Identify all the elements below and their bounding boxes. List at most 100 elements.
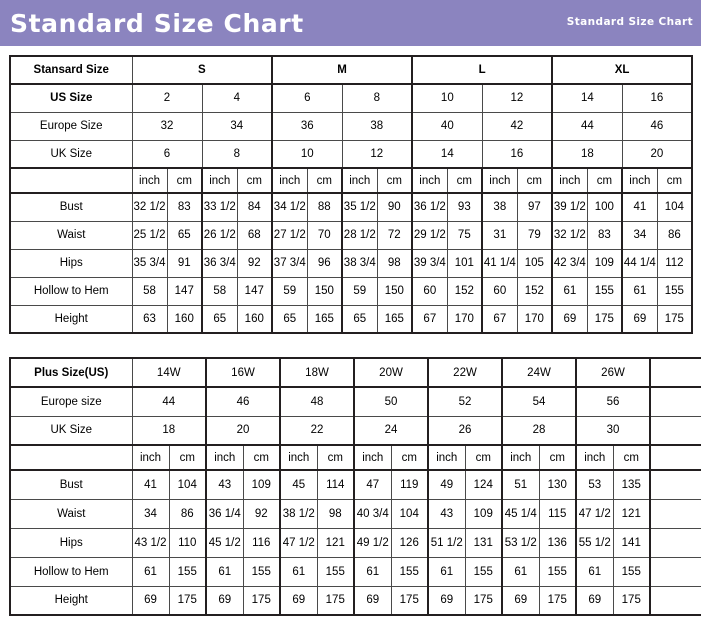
size-group-header: XL: [551, 55, 693, 85]
measure-value: 32 1/2: [131, 192, 168, 222]
row-label: Hollow to Hem: [9, 556, 133, 587]
size-value: 56: [575, 386, 651, 417]
measure-value: 58: [201, 276, 238, 306]
measure-value: 63: [131, 304, 168, 334]
measure-value: 38 3/4: [341, 248, 378, 278]
size-value: 44: [551, 111, 623, 141]
size-value: 26: [427, 415, 503, 446]
measure-value: 114: [316, 469, 355, 500]
row-label: Europe size: [9, 386, 133, 417]
size-group-header: M: [271, 55, 413, 85]
measure-value: 37 3/4: [271, 248, 308, 278]
measure-value: 67: [481, 304, 518, 334]
size-group-header: L: [411, 55, 553, 85]
measure-value: 41: [131, 469, 170, 500]
measure-value: 60: [411, 276, 448, 306]
size-value: 30: [575, 415, 651, 446]
measure-value: 147: [166, 276, 203, 306]
measure-value: 25 1/2: [131, 220, 168, 250]
unit-header: inch: [551, 167, 588, 194]
measure-value: 69: [353, 585, 392, 616]
size-value: 2: [131, 83, 203, 113]
size-group-header: 20W: [353, 357, 429, 388]
size-value: 42: [481, 111, 553, 141]
measure-value: 155: [316, 556, 355, 587]
unit-header: cm: [656, 167, 693, 194]
measure-value: 101: [446, 248, 483, 278]
measure-value: 96: [306, 248, 343, 278]
size-value: 46: [205, 386, 281, 417]
measure-value: 35 1/2: [341, 192, 378, 222]
measure-value: 29 1/2: [411, 220, 448, 250]
size-value: 6: [271, 83, 343, 113]
row-label: UK Size: [9, 415, 133, 446]
measure-value: 98: [376, 248, 413, 278]
measure-value: 36 3/4: [201, 248, 238, 278]
measure-value: 28 1/2: [341, 220, 378, 250]
row-label: Europe Size: [9, 111, 133, 141]
empty-cell: [649, 585, 701, 616]
measure-value: 43 1/2: [131, 527, 170, 558]
measure-value: 69: [551, 304, 588, 334]
measure-value: 109: [464, 498, 503, 529]
measure-value: 65: [271, 304, 308, 334]
measure-value: 61: [501, 556, 540, 587]
measure-value: 51 1/2: [427, 527, 466, 558]
measure-value: 160: [236, 304, 273, 334]
measure-value: 51: [501, 469, 540, 500]
measure-value: 100: [586, 192, 623, 222]
measure-value: 155: [464, 556, 503, 587]
size-value: 44: [131, 386, 207, 417]
unit-header: cm: [166, 167, 203, 194]
measure-value: 61: [131, 556, 170, 587]
row-label: Hips: [9, 527, 133, 558]
measure-value: 155: [612, 556, 651, 587]
size-value: 50: [353, 386, 429, 417]
measure-value: 105: [516, 248, 553, 278]
table-row: Height 63 160 65 160 65 165 65 165 67 170 67 170 69 17…: [9, 304, 693, 334]
measure-value: 69: [501, 585, 540, 616]
unit-header: inch: [501, 444, 540, 471]
size-value: 12: [341, 139, 413, 169]
measure-value: 36 1/4: [205, 498, 244, 529]
banner-subtitle: Standard Size Chart: [566, 16, 693, 28]
measure-value: 119: [390, 469, 429, 500]
size-value: 34: [201, 111, 273, 141]
measure-value: 165: [306, 304, 343, 334]
measure-value: 147: [236, 276, 273, 306]
size-value: 14: [551, 83, 623, 113]
measure-value: 43: [205, 469, 244, 500]
measure-value: 61: [427, 556, 466, 587]
empty-cell: [649, 415, 701, 446]
measure-value: 90: [376, 192, 413, 222]
measure-value: 41 1/4: [481, 248, 518, 278]
size-value: 10: [271, 139, 343, 169]
measure-value: 104: [168, 469, 207, 500]
measure-value: 58: [131, 276, 168, 306]
measure-value: 33 1/2: [201, 192, 238, 222]
row-label: US Size: [9, 83, 133, 113]
measure-value: 83: [166, 192, 203, 222]
measure-value: 124: [464, 469, 503, 500]
measure-value: 155: [168, 556, 207, 587]
table-row: inch cm inch cm inch cm inch cm inch cm inch cm inch…: [9, 167, 693, 194]
plus-size-table: Plus Size(US) 14W 16W 18W 20W 22W 24W 26W Europe…: [9, 357, 701, 616]
unit-header: cm: [168, 444, 207, 471]
row-label: Hips: [9, 248, 133, 278]
measure-value: 170: [516, 304, 553, 334]
size-value: 20: [205, 415, 281, 446]
unit-header: cm: [376, 167, 413, 194]
page-banner: Standard Size Chart Standard Size Chart: [0, 0, 701, 46]
plus-table-body: Plus Size(US) 14W 16W 18W 20W 22W 24W 26W Europe…: [9, 357, 701, 616]
measure-value: 150: [376, 276, 413, 306]
size-value: 46: [621, 111, 693, 141]
measure-value: 59: [341, 276, 378, 306]
unit-header: inch: [341, 167, 378, 194]
measure-value: 49 1/2: [353, 527, 392, 558]
measure-value: 84: [236, 192, 273, 222]
measure-value: 170: [446, 304, 483, 334]
table-row: UK Size 6 8 10 12 14 16 18 20: [9, 139, 693, 169]
unit-header: cm: [538, 444, 577, 471]
size-value: 40: [411, 111, 483, 141]
plus-size-chart-wrapper: Plus Size(US) 14W 16W 18W 20W 22W 24W 26W Europe…: [0, 348, 701, 616]
